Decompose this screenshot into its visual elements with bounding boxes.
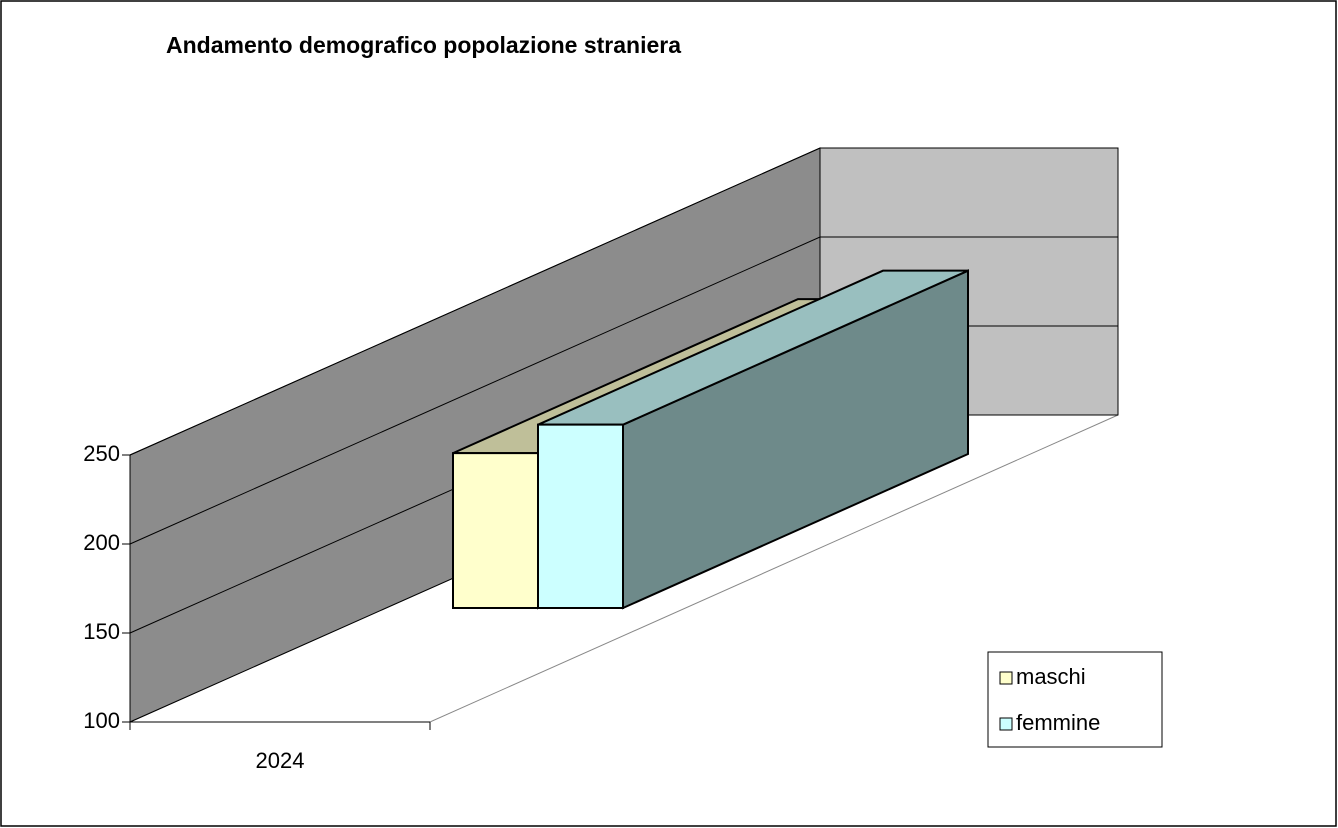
y-tick-label: 250 (83, 441, 120, 466)
legend-swatch (999, 717, 1013, 731)
bar-front (452, 452, 539, 609)
legend-label: maschi (1016, 664, 1086, 689)
grid-line (129, 236, 1118, 545)
grid-line (129, 147, 1118, 456)
x-tick-label: 2024 (256, 748, 305, 773)
y-tick-label: 150 (83, 619, 120, 644)
legend-label: femmine (1016, 710, 1100, 735)
bar (537, 269, 969, 610)
legend-swatch (999, 671, 1013, 685)
chart-title: Andamento demografico popolazione strani… (166, 32, 681, 58)
bar-front (537, 423, 624, 609)
legend-box (987, 651, 1163, 748)
y-tick-label: 200 (83, 530, 120, 555)
y-tick-label: 100 (83, 708, 120, 733)
